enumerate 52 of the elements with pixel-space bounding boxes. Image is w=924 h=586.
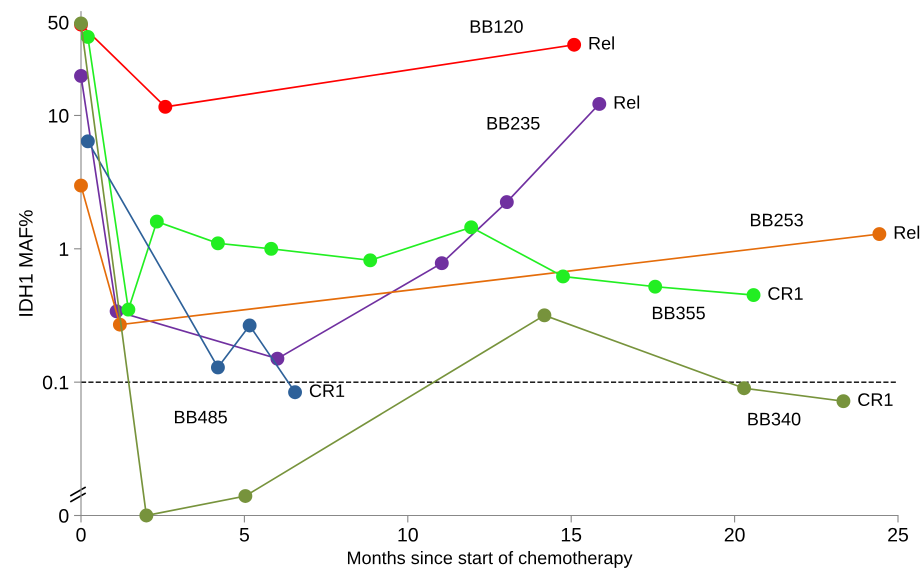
- annotation: Rel: [614, 96, 640, 109]
- text: BB485: [174, 410, 227, 424]
- point: [288, 385, 302, 400]
- point: [500, 195, 514, 210]
- point: [434, 256, 449, 270]
- point: [464, 220, 478, 234]
- y-tick-label: 0.1: [42, 376, 68, 390]
- point: [567, 38, 582, 52]
- point: [74, 68, 88, 83]
- series-label: BB120: [470, 20, 523, 33]
- x-axis-title: Months since start of chemotherapy: [348, 550, 632, 568]
- point: [238, 489, 252, 503]
- annotation: Rel: [590, 36, 614, 50]
- x-tick-label: 15: [562, 528, 582, 542]
- series-label: BB235: [488, 116, 540, 130]
- point: [210, 360, 225, 374]
- point: [737, 381, 752, 396]
- x-tick-label: 20: [724, 528, 745, 542]
- y-tick-label: 50: [48, 16, 68, 30]
- series-label: BB340: [748, 412, 800, 426]
- point: [746, 288, 760, 302]
- point: [648, 280, 662, 294]
- annotation: CR1: [768, 287, 803, 300]
- point: [556, 270, 570, 284]
- y-tick-label: 10: [49, 108, 68, 123]
- point: [836, 394, 850, 408]
- point: [872, 227, 886, 242]
- point: [139, 508, 154, 522]
- point: [264, 242, 278, 256]
- x-tick-label: 10: [398, 528, 418, 542]
- annotation: CR1: [310, 384, 344, 398]
- annotation: Rel: [894, 226, 920, 239]
- point: [80, 134, 95, 148]
- point: [363, 253, 378, 268]
- y-tick-label: 1: [60, 242, 68, 256]
- y-axis-title: IDH1 MAF%: [19, 210, 33, 316]
- y-tick-label: 0: [59, 508, 68, 523]
- x-tick-label: 5: [240, 528, 249, 542]
- x-tick-label: 25: [888, 528, 908, 542]
- point: [210, 236, 225, 250]
- series-label: BB355: [652, 306, 705, 320]
- point: [158, 100, 172, 114]
- point: [121, 302, 136, 317]
- point: [150, 214, 164, 229]
- point: [80, 30, 95, 44]
- point: [242, 318, 257, 332]
- point: [74, 178, 88, 193]
- series-label: BB253: [750, 214, 803, 226]
- annotation: CR1: [858, 393, 893, 406]
- x-tick-label: 0: [76, 528, 86, 542]
- point: [537, 308, 552, 322]
- point: [592, 97, 606, 111]
